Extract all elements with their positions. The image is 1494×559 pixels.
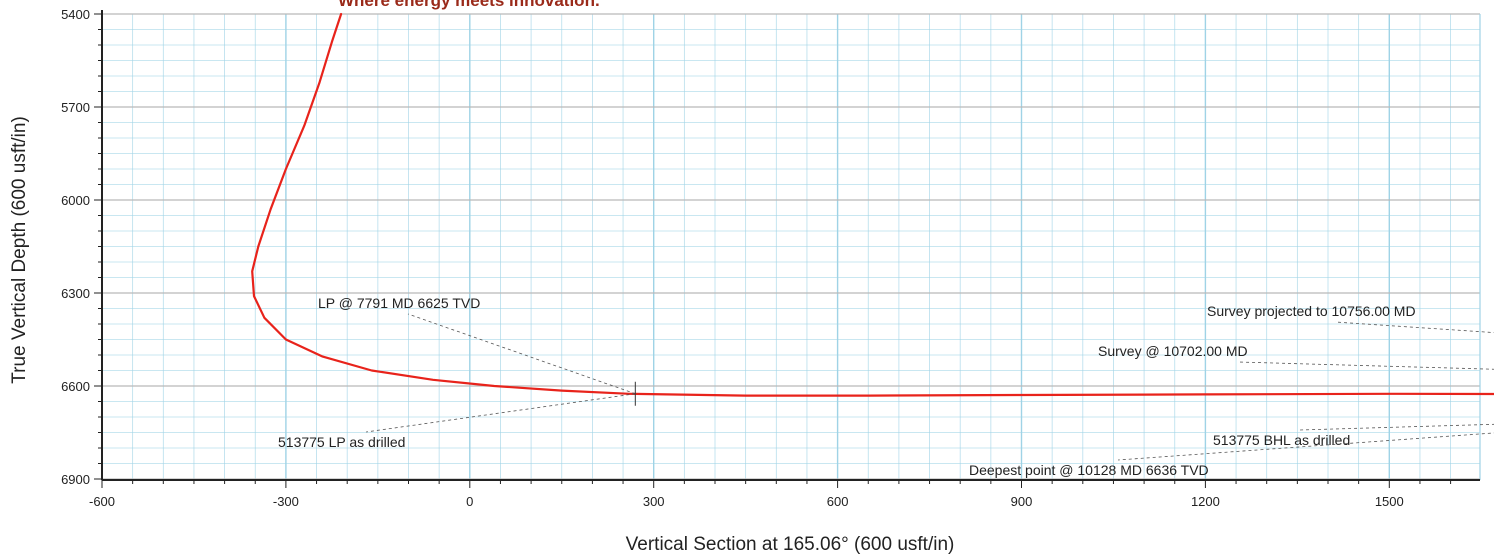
x-tick-label: 900 xyxy=(1011,494,1033,509)
annotation-survey: Survey @ 10702.00 MD xyxy=(1098,343,1248,359)
axes: -600-30003006009001200150018002100240027… xyxy=(61,7,1480,509)
series-layer xyxy=(251,12,1494,397)
x-tick-label: 300 xyxy=(643,494,665,509)
x-axis-title: Vertical Section at 165.06° (600 usft/in… xyxy=(626,534,955,555)
annotation-lp-label: LP @ 7791 MD 6625 TVD xyxy=(318,295,480,311)
annotation-lp-drilled: 513775 LP as drilled xyxy=(278,434,405,450)
leader-lp xyxy=(407,313,636,395)
y-tick-label: 6300 xyxy=(61,286,90,301)
y-tick-label: 5700 xyxy=(61,100,90,115)
y-tick-label: 6900 xyxy=(61,472,90,487)
well-path-line xyxy=(251,12,1494,397)
x-tick-label: 600 xyxy=(827,494,849,509)
annotation-survey-projected: Survey projected to 10756.00 MD xyxy=(1207,303,1416,319)
y-tick-label: 5400 xyxy=(61,7,90,22)
x-tick-label: 0 xyxy=(466,494,473,509)
company-tagline: Where energy meets innovation. xyxy=(338,0,600,10)
y-tick-label: 6600 xyxy=(61,379,90,394)
y-tick-label: 6000 xyxy=(61,193,90,208)
annotation-deepest-point: Deepest point @ 10128 MD 6636 TVD xyxy=(969,462,1209,478)
grid xyxy=(101,13,1481,480)
x-tick-label: 1200 xyxy=(1191,494,1220,509)
x-tick-label: -600 xyxy=(89,494,115,509)
y-axis-title: True Vertical Depth (600 usft/in) xyxy=(9,116,30,384)
annotations: LP @ 7791 MD 6625 TVD 513775 LP as drill… xyxy=(278,295,1494,478)
x-tick-label: 1500 xyxy=(1375,494,1404,509)
leader-survey xyxy=(1237,361,1494,370)
x-tick-label: -300 xyxy=(273,494,299,509)
annotation-bhl-drilled: 513775 BHL as drilled xyxy=(1213,432,1350,448)
